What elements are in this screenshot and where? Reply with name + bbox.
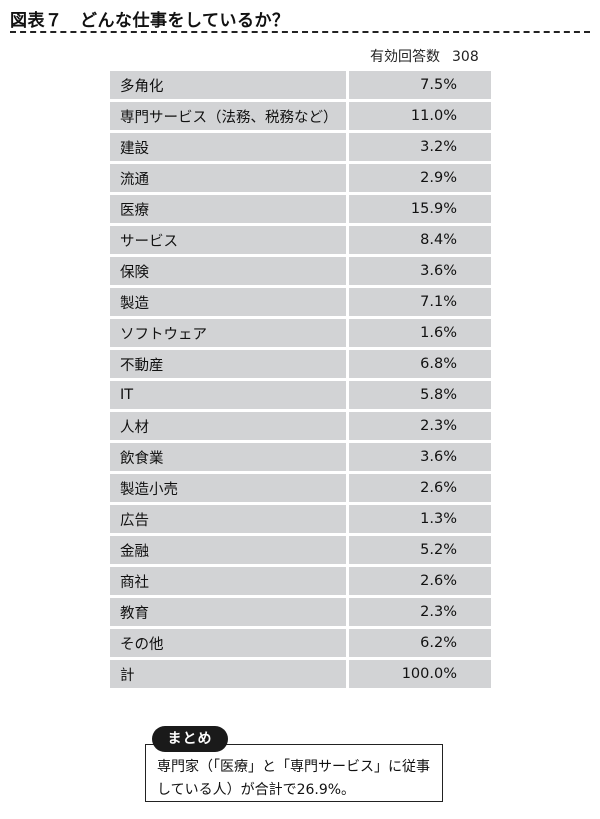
table-row: 専門サービス（法務、税務など） 11.0% [110,102,491,130]
summary-line-2: している人）が合計で26.9%。 [157,782,356,798]
row-value: 7.5% [349,71,491,99]
row-value: 3.6% [349,257,491,285]
row-value: 8.4% [349,226,491,254]
respondent-count-value: 308 [452,49,479,65]
summary-text: 専門家（「医療」と「専門サービス」に従事 している人）が合計で26.9%。 [157,756,435,802]
row-value: 15.9% [349,195,491,223]
table-row: 保険 3.6% [110,257,491,285]
table-row: 医療 15.9% [110,195,491,223]
row-label: 不動産 [110,350,349,378]
row-label: 人材 [110,412,349,440]
table-row: 飲食業 3.6% [110,443,491,471]
row-label: 建設 [110,133,349,161]
summary-tag: まとめ [152,726,228,752]
row-value: 2.6% [349,567,491,595]
table-row: 教育 2.3% [110,598,491,626]
row-value: 5.2% [349,536,491,564]
row-label: IT [110,381,349,409]
respondent-count-label: 有効回答数 [370,49,440,65]
row-value: 11.0% [349,102,491,130]
row-label: 専門サービス（法務、税務など） [110,102,349,130]
row-label: 製造 [110,288,349,316]
row-label: 計 [110,660,349,688]
row-value: 2.3% [349,598,491,626]
row-label: 商社 [110,567,349,595]
row-value: 5.8% [349,381,491,409]
row-value: 2.9% [349,164,491,192]
row-label: ソフトウェア [110,319,349,347]
table-row: 計 100.0% [110,660,491,688]
table-row: 流通 2.9% [110,164,491,192]
occupation-table: 多角化 7.5% 専門サービス（法務、税務など） 11.0% 建設 3.2% 流通 2.9% 医… [110,68,491,691]
row-label: サービス [110,226,349,254]
row-value: 6.2% [349,629,491,657]
table-row: 製造小売 2.6% [110,474,491,502]
row-label: 飲食業 [110,443,349,471]
row-label: 医療 [110,195,349,223]
row-value: 1.6% [349,319,491,347]
row-label: 製造小売 [110,474,349,502]
row-value: 7.1% [349,288,491,316]
row-label: 広告 [110,505,349,533]
table-row: 製造 7.1% [110,288,491,316]
table-row: 金融 5.2% [110,536,491,564]
row-label: 教育 [110,598,349,626]
row-value: 2.6% [349,474,491,502]
table-row: ソフトウェア 1.6% [110,319,491,347]
summary-line-1: 専門家（「医療」と「専門サービス」に従事 [157,759,430,775]
table-row: その他 6.2% [110,629,491,657]
row-label: 保険 [110,257,349,285]
summary-box [145,744,443,802]
title-divider [10,31,590,33]
row-value: 100.0% [349,660,491,688]
table-row: 広告 1.3% [110,505,491,533]
row-label: 流通 [110,164,349,192]
table-row: IT 5.8% [110,381,491,409]
table-row: 多角化 7.5% [110,71,491,99]
row-value: 3.6% [349,443,491,471]
row-value: 3.2% [349,133,491,161]
table-row: 人材 2.3% [110,412,491,440]
table-row: サービス 8.4% [110,226,491,254]
row-label: 金融 [110,536,349,564]
row-label: その他 [110,629,349,657]
row-value: 6.8% [349,350,491,378]
row-label: 多角化 [110,71,349,99]
figure-title: 図表７ どんな仕事をしているか？ [10,11,290,31]
respondent-count: 有効回答数 308 [370,46,479,66]
row-value: 2.3% [349,412,491,440]
table-row: 不動産 6.8% [110,350,491,378]
table-row: 建設 3.2% [110,133,491,161]
occupation-table-body: 多角化 7.5% 専門サービス（法務、税務など） 11.0% 建設 3.2% 流通 2.9% 医… [110,71,491,688]
table-row: 商社 2.6% [110,567,491,595]
row-value: 1.3% [349,505,491,533]
